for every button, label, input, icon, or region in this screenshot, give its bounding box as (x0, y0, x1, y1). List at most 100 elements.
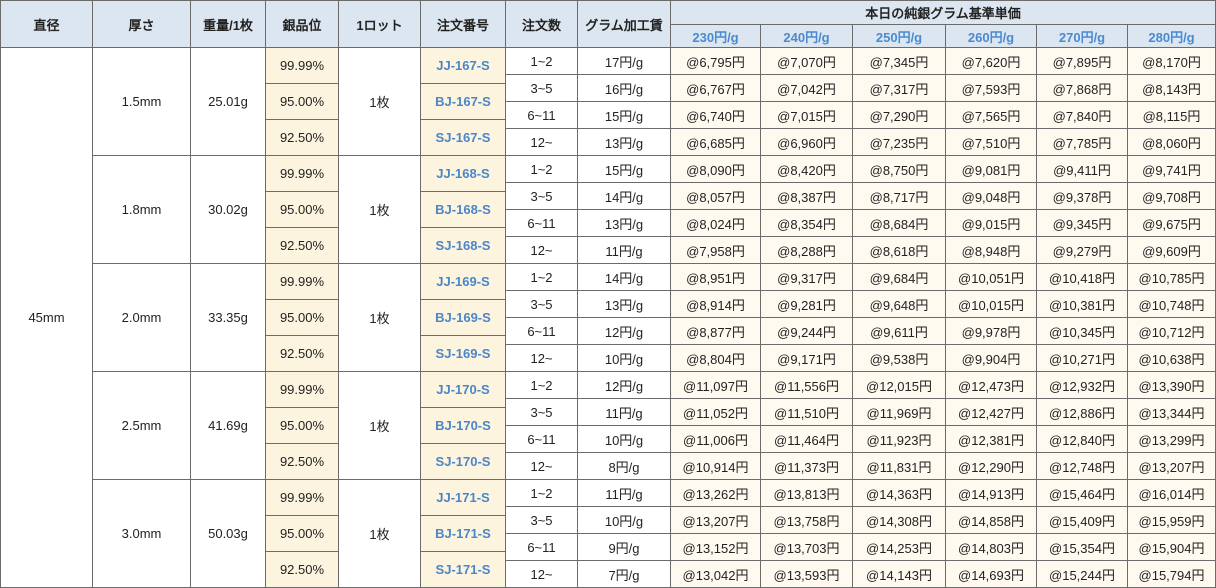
price: @12,886円 (1037, 399, 1127, 425)
weight: 30.02g (191, 156, 265, 263)
header-base-price: 230円/g (671, 25, 760, 47)
header-fee: グラム加工賃 (578, 1, 670, 47)
grade: 92.50% (266, 552, 338, 587)
price: @9,538円 (853, 345, 945, 371)
fee: 15円/g (578, 102, 670, 128)
price: @15,904円 (1128, 534, 1215, 560)
header-base-price: 240円/g (761, 25, 852, 47)
thickness: 2.5mm (93, 372, 190, 479)
fee: 14円/g (578, 264, 670, 290)
price: @11,510円 (761, 399, 852, 425)
header-lot: 1ロット (339, 1, 420, 47)
price: @8,354円 (761, 210, 852, 236)
price: @11,052円 (671, 399, 760, 425)
price: @9,171円 (761, 345, 852, 371)
price: @10,418円 (1037, 264, 1127, 290)
order-no: SJ-167-S (421, 120, 505, 155)
price: @14,693円 (946, 561, 1036, 587)
price: @9,648円 (853, 291, 945, 317)
price: @12,840円 (1037, 426, 1127, 452)
price: @9,609円 (1128, 237, 1215, 263)
fee: 10円/g (578, 426, 670, 452)
price: @8,090円 (671, 156, 760, 182)
price: @10,015円 (946, 291, 1036, 317)
fee: 11円/g (578, 237, 670, 263)
order-no: SJ-170-S (421, 444, 505, 479)
price: @9,317円 (761, 264, 852, 290)
price: @13,299円 (1128, 426, 1215, 452)
price: @9,978円 (946, 318, 1036, 344)
header-order-no: 注文番号 (421, 1, 505, 47)
weight: 25.01g (191, 48, 265, 155)
diameter: 45mm (1, 48, 92, 587)
quantity: 3~5 (506, 507, 577, 533)
grade: 95.00% (266, 300, 338, 335)
grade: 92.50% (266, 336, 338, 371)
price: @15,959円 (1128, 507, 1215, 533)
price: @10,748円 (1128, 291, 1215, 317)
price: @15,464円 (1037, 480, 1127, 506)
price: @6,795円 (671, 48, 760, 74)
price: @11,464円 (761, 426, 852, 452)
price: @9,279円 (1037, 237, 1127, 263)
quantity: 6~11 (506, 210, 577, 236)
price: @7,317円 (853, 75, 945, 101)
quantity: 6~11 (506, 318, 577, 344)
quantity: 12~ (506, 453, 577, 479)
price: @14,308円 (853, 507, 945, 533)
price: @7,235円 (853, 129, 945, 155)
fee: 10円/g (578, 345, 670, 371)
price: @11,556円 (761, 372, 852, 398)
price: @8,115円 (1128, 102, 1215, 128)
price: @7,785円 (1037, 129, 1127, 155)
order-no: SJ-168-S (421, 228, 505, 263)
grade: 99.99% (266, 264, 338, 299)
quantity: 3~5 (506, 183, 577, 209)
price: @11,923円 (853, 426, 945, 452)
fee: 9円/g (578, 534, 670, 560)
fee: 13円/g (578, 210, 670, 236)
price: @10,638円 (1128, 345, 1215, 371)
price: @8,060円 (1128, 129, 1215, 155)
price: @9,378円 (1037, 183, 1127, 209)
price: @7,015円 (761, 102, 852, 128)
fee: 12円/g (578, 372, 670, 398)
price: @10,914円 (671, 453, 760, 479)
price: @9,684円 (853, 264, 945, 290)
price: @12,427円 (946, 399, 1036, 425)
price: @13,262円 (671, 480, 760, 506)
quantity: 12~ (506, 345, 577, 371)
price: @14,143円 (853, 561, 945, 587)
weight: 41.69g (191, 372, 265, 479)
order-no: JJ-170-S (421, 372, 505, 407)
price: @6,740円 (671, 102, 760, 128)
lot: 1枚 (339, 264, 420, 371)
price: @7,070円 (761, 48, 852, 74)
order-no: JJ-169-S (421, 264, 505, 299)
price: @15,409円 (1037, 507, 1127, 533)
price: @13,703円 (761, 534, 852, 560)
price: @12,015円 (853, 372, 945, 398)
price: @11,831円 (853, 453, 945, 479)
fee: 17円/g (578, 48, 670, 74)
price: @9,081円 (946, 156, 1036, 182)
price: @11,006円 (671, 426, 760, 452)
fee: 7円/g (578, 561, 670, 587)
header-base-price: 280円/g (1128, 25, 1215, 47)
price: @15,244円 (1037, 561, 1127, 587)
fee: 13円/g (578, 291, 670, 317)
price: @13,390円 (1128, 372, 1215, 398)
price: @14,858円 (946, 507, 1036, 533)
price: @7,895円 (1037, 48, 1127, 74)
price: @15,354円 (1037, 534, 1127, 560)
thickness: 1.5mm (93, 48, 190, 155)
price: @9,015円 (946, 210, 1036, 236)
price: @14,253円 (853, 534, 945, 560)
quantity: 3~5 (506, 291, 577, 317)
header-base-price: 270円/g (1037, 25, 1127, 47)
grade: 92.50% (266, 120, 338, 155)
order-no: BJ-171-S (421, 516, 505, 551)
price: @7,620円 (946, 48, 1036, 74)
price: @9,611円 (853, 318, 945, 344)
grade: 95.00% (266, 84, 338, 119)
